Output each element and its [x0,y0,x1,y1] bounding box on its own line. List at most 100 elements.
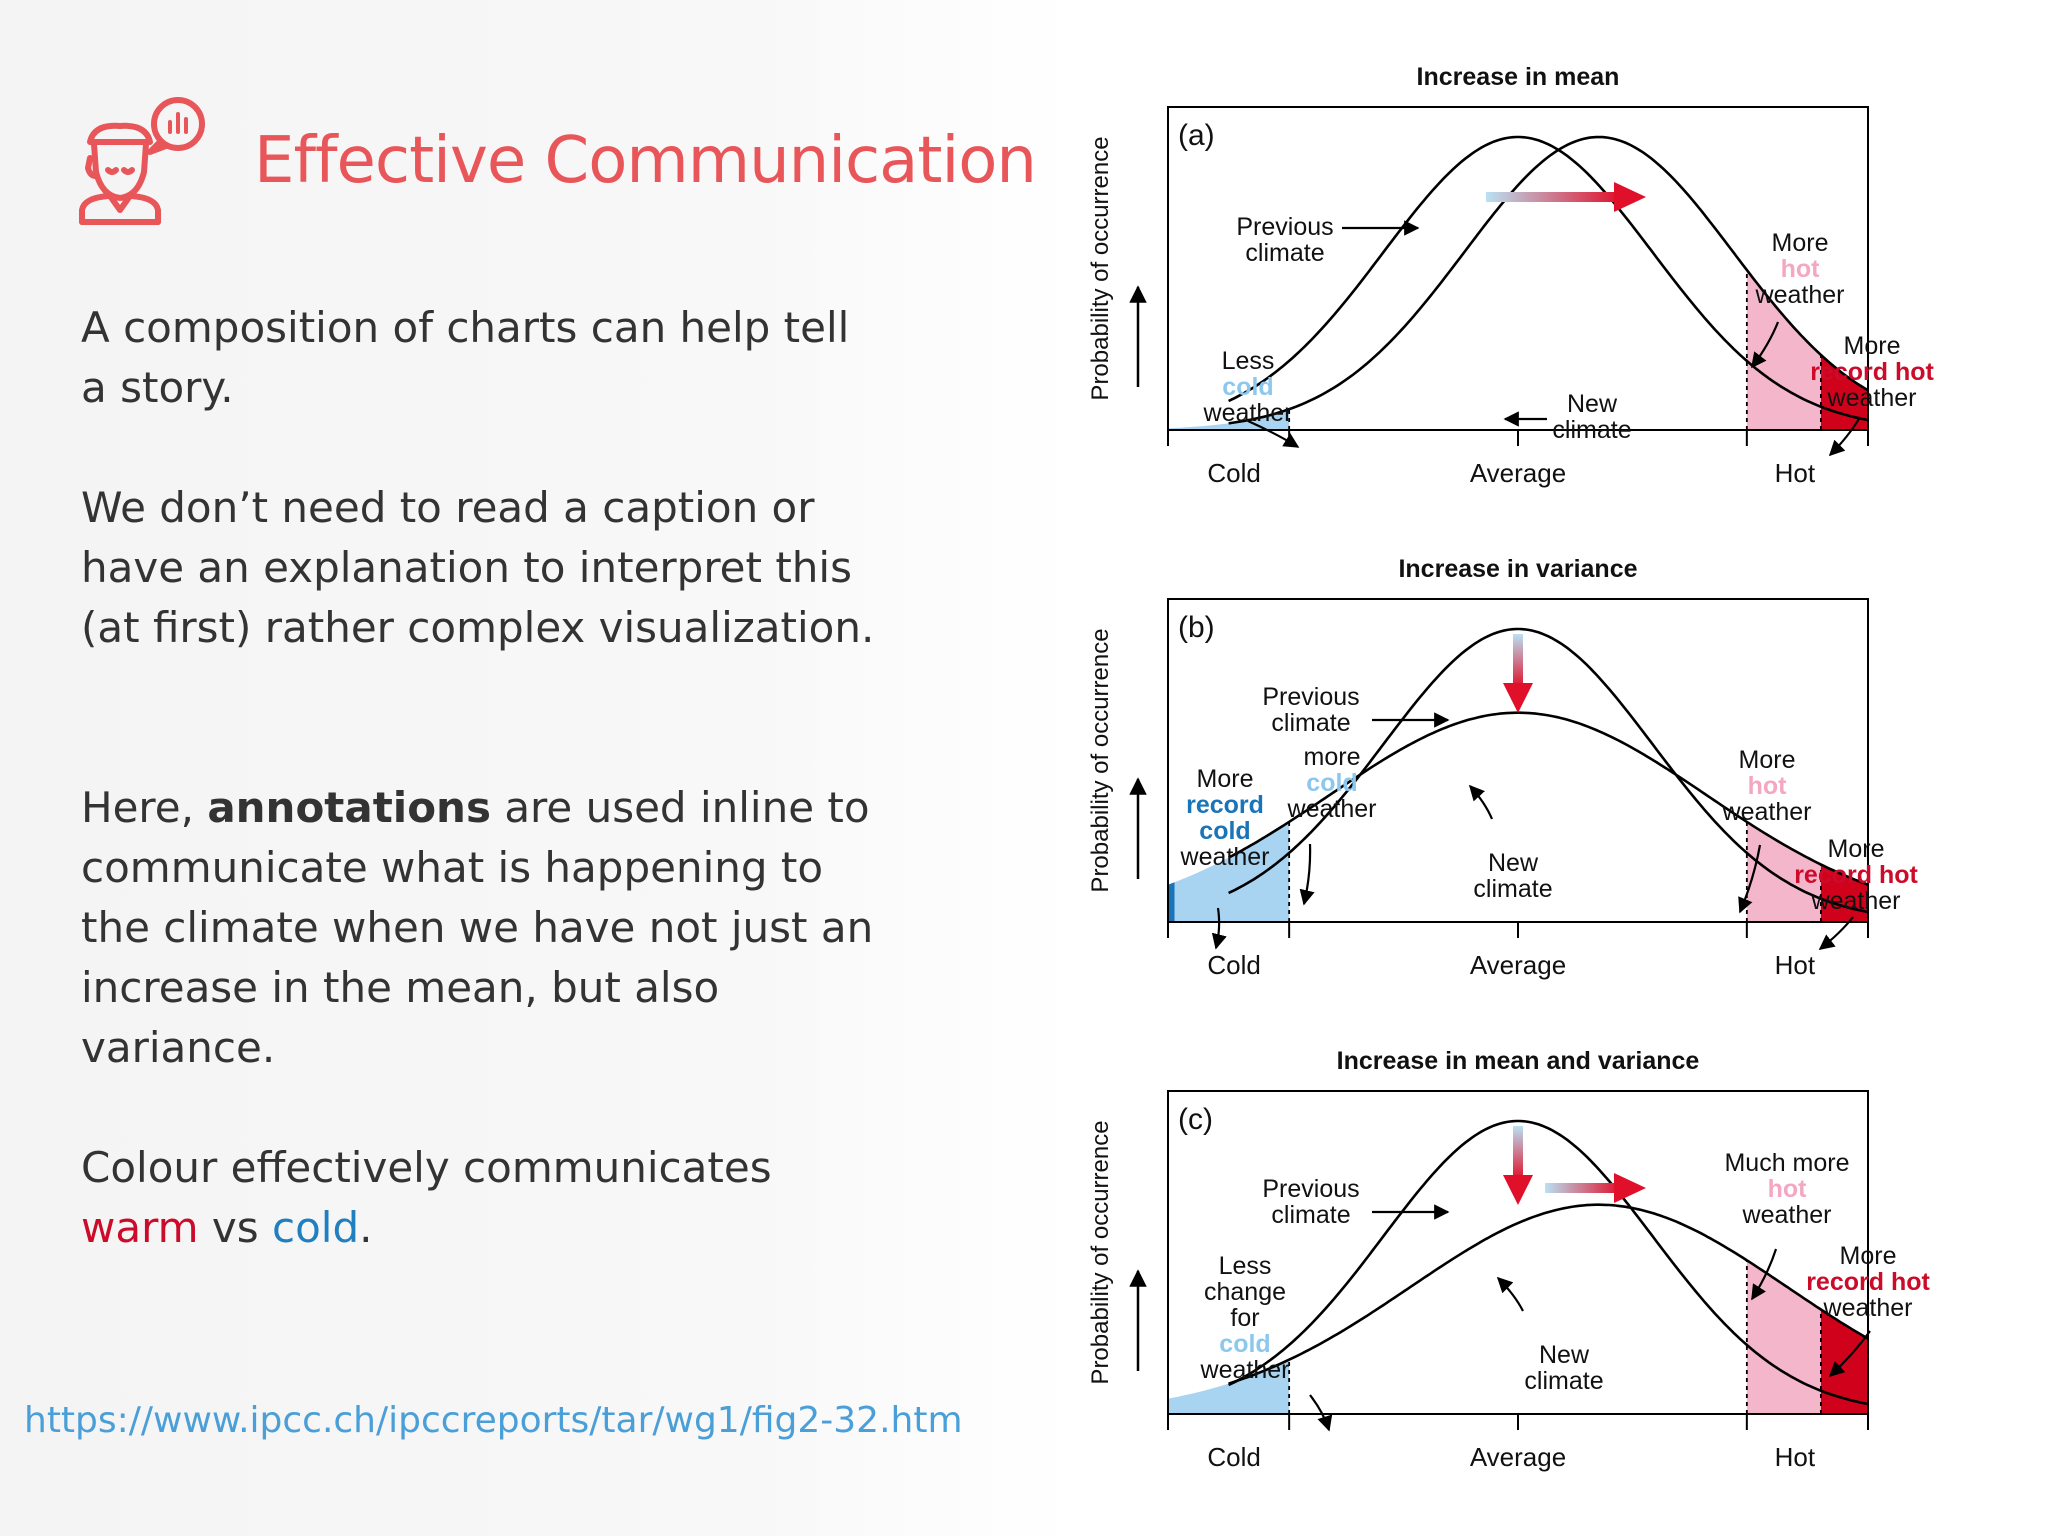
annotation-arrow [1738,844,1762,914]
y-axis-label: Probability of occurrence [1087,1120,1114,1384]
x-tick-label: Average [1470,950,1566,980]
paragraph-annotations: Here, annotations are used inline to com… [81,778,881,1078]
x-tick-label: Cold [1207,1442,1260,1472]
new-climate-curve [1228,135,1869,425]
x-tick-label: Hot [1775,458,1816,488]
y-axis-label: Probability of occurrence [1087,628,1114,892]
y-axis-label: Probability of occurrence [1087,136,1114,400]
annotation-arrow [1828,416,1861,457]
x-tick-label: Average [1470,458,1566,488]
panel-title: Increase in variance [1398,555,1637,583]
annotation-line: climate [1524,1367,1603,1395]
previous-climate-curve [1228,1119,1869,1406]
annotation-arrow [1818,916,1854,950]
person-with-chat-bubble-icon [79,97,205,225]
annotation-line: More [1844,332,1901,360]
annotation-line: change [1204,1278,1286,1306]
peak-drop-arrow-head [1503,683,1533,713]
panel-label: (c) [1178,1103,1213,1136]
annotation-line: record hot [1810,358,1934,386]
cold-area [1168,409,1290,430]
annotation-line: climate [1473,875,1552,903]
annotation-line: weather [1827,384,1917,412]
panel-label: (b) [1178,611,1215,644]
new-climate-curve [1228,1203,1869,1385]
x-tick-label: Cold [1207,458,1260,488]
annotation-line: weather [1180,843,1270,871]
annotations-keyword: annotations [207,783,491,832]
annotation-line: Less [1222,347,1275,375]
paragraph-colour-start: Colour effectively communicates [81,1143,772,1192]
paragraph-annotations-start: Here, [81,783,208,832]
mean-shift-arrow-head [1614,182,1646,212]
x-tick-label: Hot [1775,1442,1816,1472]
panel-label: (a) [1178,119,1215,152]
record-hot-area [1820,864,1868,922]
annotation-arrow [1247,419,1300,448]
panel-b: Increase in variance (b) Probability of oc… [1087,555,1918,980]
warm-word: warm [81,1203,199,1252]
x-tick-label: Hot [1775,950,1816,980]
annotation-line: weather [1755,281,1845,309]
cold-area [1174,821,1290,922]
annotation-arrow [1828,1330,1871,1378]
annotation-line: Previous [1262,1175,1359,1203]
paragraph-composition: A composition of charts can help tell a … [81,303,850,412]
annotation-line: More [1739,746,1796,774]
hot-area [1746,270,1821,430]
annotation-line: hot [1768,1175,1808,1203]
panel-title: Increase in mean and variance [1337,1047,1700,1075]
annotation-line: weather [1203,399,1293,427]
climate-distribution-figure: Increase in mean (a) Probability of occurr… [1087,63,1934,1472]
annotation-line: more [1304,743,1361,771]
annotation-arrow [1299,843,1315,906]
annotation-line: cold [1219,1330,1270,1358]
annotation-arrow [1309,1394,1333,1432]
mean-shift-arrow-shaft [1486,192,1620,202]
paragraph-no-caption: We don’t need to read a caption or have … [81,483,875,652]
annotation-arrow [1468,784,1494,820]
annotation-line: cold [1199,817,1250,845]
annotation-line: Much more [1724,1149,1849,1177]
annotation-line: More [1828,835,1885,863]
paragraph-annotations-end: are used inline to communicate what is h… [81,783,874,1072]
annotation-line: weather [1742,1201,1832,1229]
annotation-line: More [1840,1242,1897,1270]
annotation-line: hot [1748,772,1788,800]
annotation-line: climate [1271,1201,1350,1229]
annotation-line: More [1197,765,1254,793]
annotation-line: New [1539,1341,1590,1369]
annotation-line: weather [1823,1294,1913,1322]
annotation-arrow [1751,321,1780,369]
mean-shift-arrow-shaft [1545,1183,1620,1193]
annotation-line: Previous [1236,213,1333,241]
annotation-line: cold [1222,373,1273,401]
annotation-line: weather [1811,887,1901,915]
annotation-line: record hot [1806,1268,1930,1296]
previous-climate-curve [1228,135,1869,422]
annotation-line: weather [1200,1356,1290,1384]
source-link[interactable]: https://www.ipcc.ch/ipccreports/tar/wg1/… [24,1400,963,1441]
previous-climate-curve [1228,627,1869,914]
annotation-line: New [1567,390,1618,418]
annotation-line: cold [1306,769,1357,797]
annotation-arrow [1751,1248,1778,1301]
slide-background [0,0,1070,1536]
x-tick-label: Cold [1207,950,1260,980]
paragraph-colour-vs: vs [198,1203,272,1252]
annotation-arrow [1496,1276,1524,1312]
annotation-line: hot [1781,255,1821,283]
hot-area [1746,821,1821,922]
paragraph-colour: Colour effectively communicates warm vs … [81,1138,881,1258]
x-tick-label: Average [1470,1442,1566,1472]
panel-a: Increase in mean (a) Probability of occurr… [1087,63,1934,488]
